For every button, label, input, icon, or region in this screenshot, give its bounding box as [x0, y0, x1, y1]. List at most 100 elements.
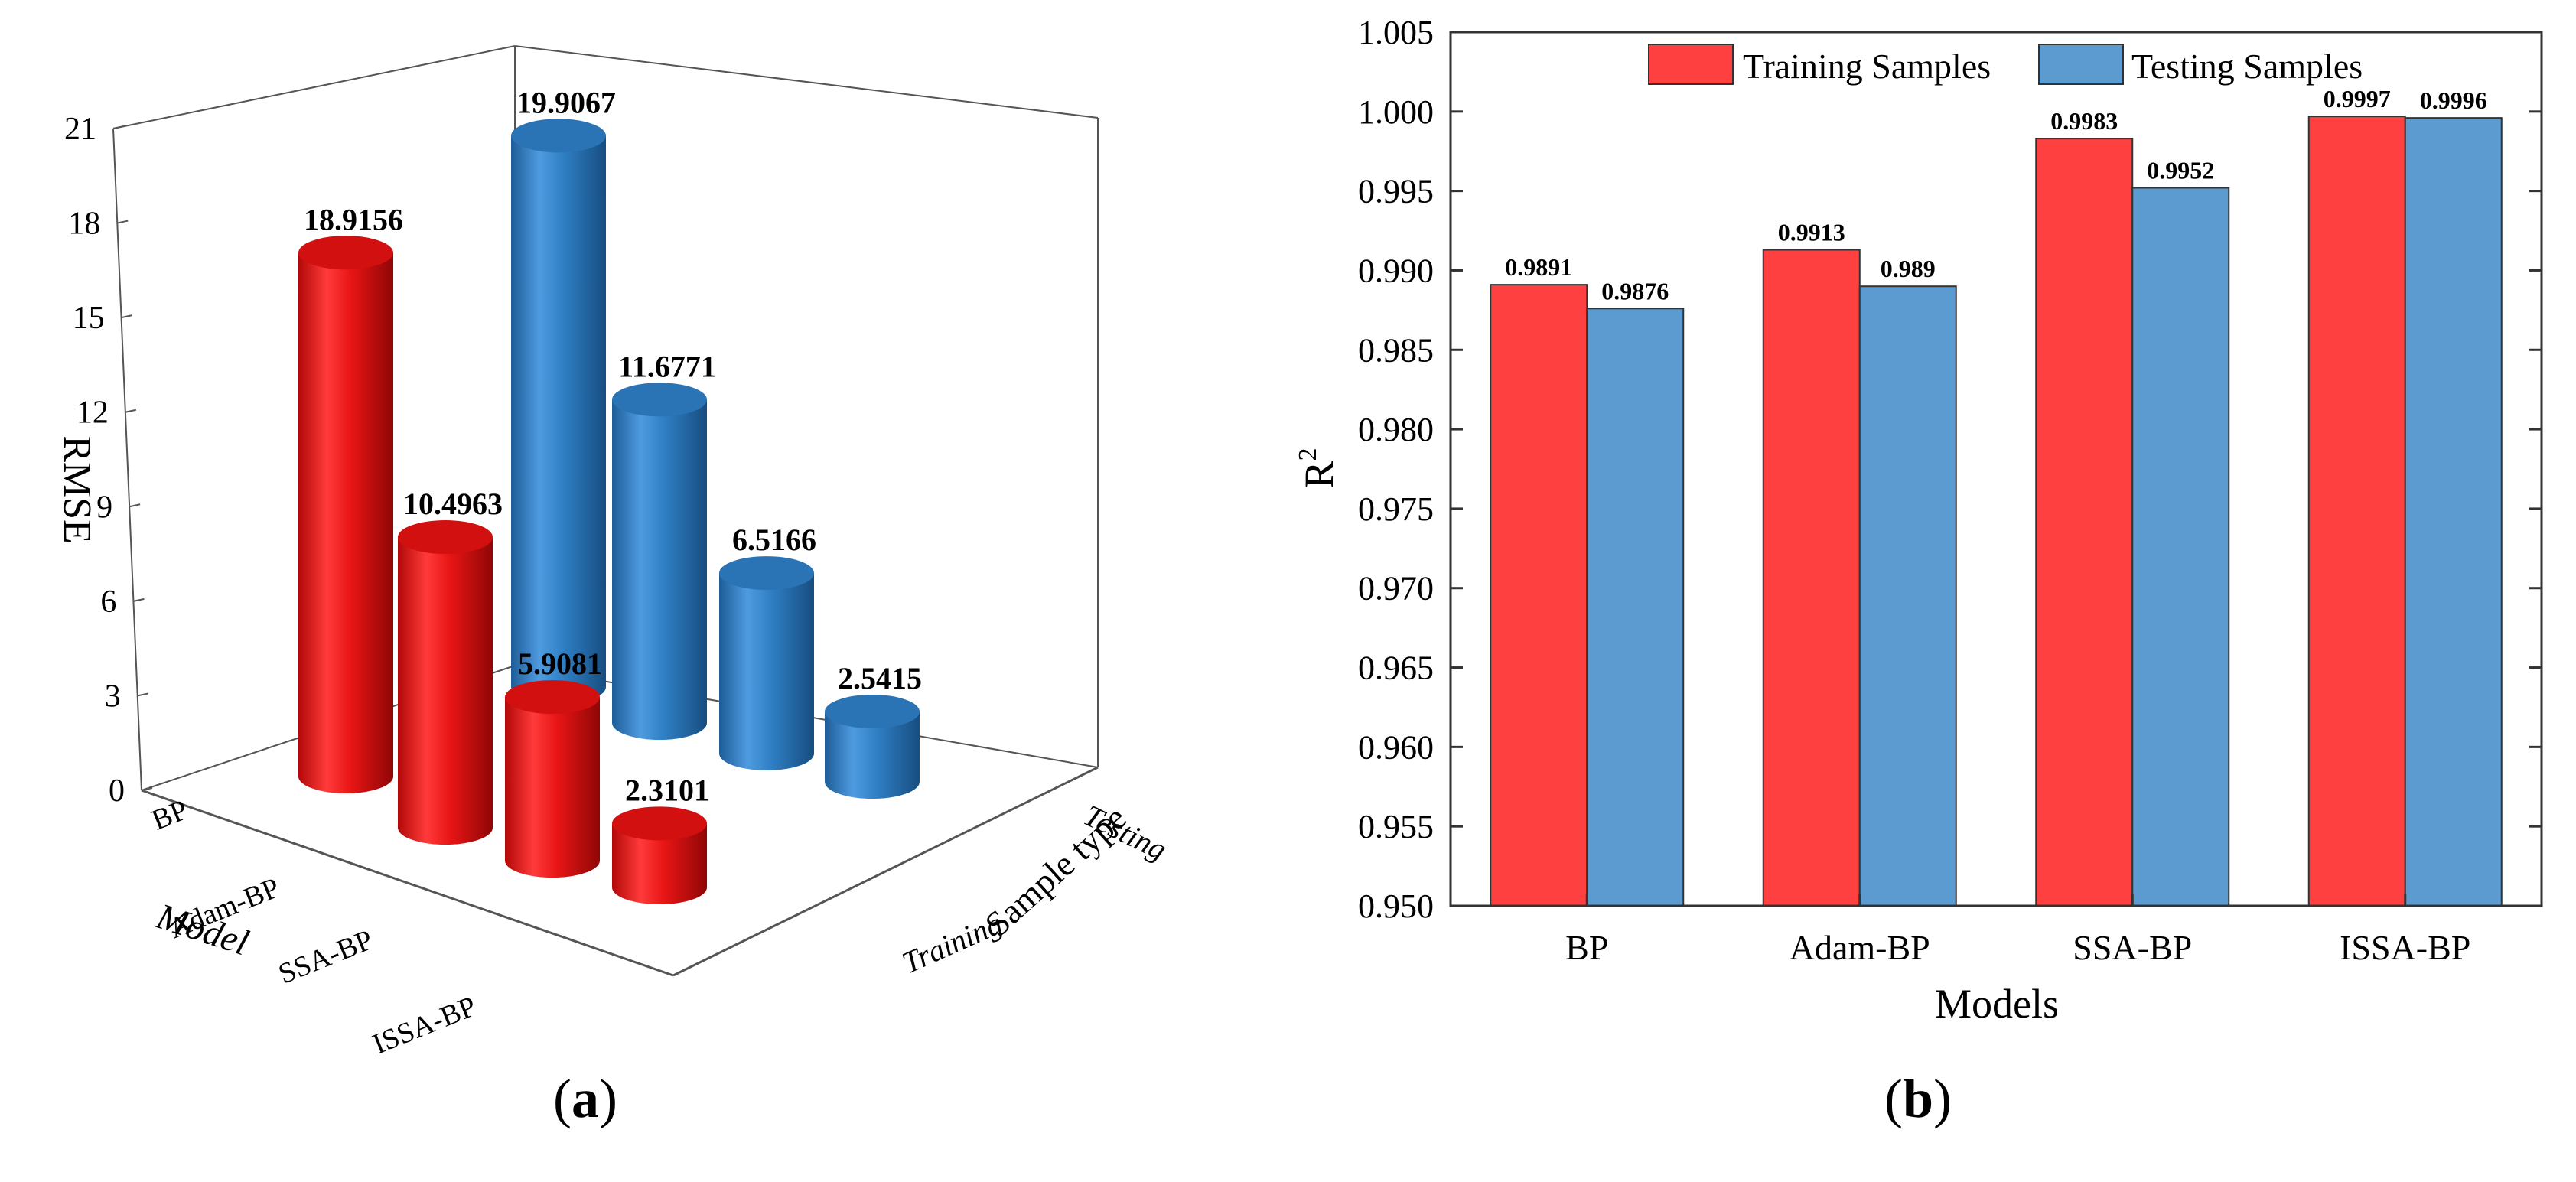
- r2-y-tick-label: 0.995: [1358, 173, 1434, 210]
- cylinder-body: [398, 537, 493, 845]
- r2-y-tick-label: 0.965: [1358, 650, 1434, 687]
- r2-bar-testing-bp: [1586, 308, 1685, 907]
- caption-a-letter: a: [571, 1068, 599, 1129]
- caption-a-close: ): [598, 1068, 617, 1129]
- rmse-cylinder-testing-ssa-bp: [719, 556, 814, 770]
- cylinder-body: [505, 697, 600, 878]
- cylinder-top: [612, 806, 707, 841]
- rmse-cylinder-training-bp: [298, 236, 393, 794]
- rmse-model-tick-label: BP: [148, 793, 193, 836]
- svg-text:R2: R2: [1294, 448, 1342, 488]
- r2-value-label: 0.9891: [1505, 253, 1572, 281]
- rmse-y-tick-label: 9: [96, 490, 112, 525]
- r2-bar-training-issa-bp: [2307, 116, 2406, 907]
- rmse-y-tick-mark: [129, 503, 141, 508]
- r2-value-label: 0.9876: [1601, 277, 1669, 304]
- cylinder-body: [825, 711, 920, 799]
- r2-y-ticks: 0.950 0.955 0.960 0.965 0.970 0.975 0.980 0.985…: [1358, 14, 2542, 925]
- cylinder-top: [298, 236, 393, 270]
- r2-y-tick-label: 0.985: [1358, 331, 1434, 369]
- rmse-value-label: 10.4963: [403, 487, 503, 521]
- r2-bar-training-adam-bp: [1762, 249, 1861, 907]
- r2-value-label: 0.9997: [2324, 85, 2391, 112]
- r2-y-tick-label: 1.005: [1358, 14, 1434, 51]
- rmse-model-tick-label: SSA-BP: [274, 923, 377, 990]
- r2-y-tick-label: 1.000: [1358, 93, 1434, 131]
- r2-value-label: 0.9913: [1778, 218, 1845, 246]
- r2-value-label: 0.9996: [2420, 86, 2487, 114]
- caption-b: (b): [1884, 1067, 1952, 1131]
- rmse-y-tick-label: 15: [73, 301, 105, 336]
- rmse-y-tick-labels: 0 3 6 9 12 15 18 21: [64, 112, 153, 809]
- r2-y-tick-label: 0.980: [1358, 411, 1434, 448]
- r2-y-tick-label: 0.970: [1358, 570, 1434, 607]
- cylinder-body: [298, 252, 393, 794]
- rmse-value-label: 11.6771: [618, 349, 716, 383]
- caption-b-open: (: [1884, 1068, 1903, 1129]
- r2-value-labels: 0.9891 0.9876 0.9913 0.989 0.9983 0.9952 0.999…: [1505, 85, 2487, 304]
- rmse-cylinder-testing-bp: [511, 119, 606, 705]
- rmse-y-tick-label: 12: [77, 396, 109, 431]
- rmse-cylinder-training-issa-bp: [612, 806, 707, 904]
- r2-bars: [1490, 116, 2503, 907]
- rmse-model-tick-label: ISSA-BP: [368, 990, 480, 1060]
- cylinder-top: [612, 383, 707, 417]
- rmse-y-tick-label: 18: [68, 207, 100, 242]
- r2-y-tick-label: 0.990: [1358, 252, 1434, 289]
- r2-x-tick-label: ISSA-BP: [2340, 928, 2470, 967]
- r2-x-tick-label: BP: [1565, 928, 1608, 967]
- rmse-value-label: 6.5166: [732, 523, 816, 557]
- cylinder-top: [505, 680, 600, 715]
- rmse-y-tick-mark: [141, 787, 153, 791]
- r2-plot-frame: [1449, 31, 2543, 907]
- rmse-y-tick-mark: [121, 314, 132, 319]
- rmse-y-axis-label: RMSE: [55, 435, 99, 544]
- rmse-value-labels: 19.9067 11.6771 6.5166 2.5415 18.9156 10.4963…: [304, 85, 922, 807]
- cylinder-body: [612, 823, 707, 904]
- legend-swatch-testing: [2038, 44, 2124, 85]
- rmse-y-tick-label: 0: [109, 773, 125, 809]
- caption-a-open: (: [553, 1068, 572, 1129]
- rmse-cylinder-testing-issa-bp: [825, 694, 920, 799]
- r2-value-label: 0.9952: [2147, 156, 2214, 184]
- r2-x-tick-label: Adam-BP: [1790, 928, 1930, 967]
- legend-label-testing: Testing Samples: [2131, 47, 2363, 86]
- r2-bar-training-ssa-bp: [2035, 138, 2134, 907]
- rmse-y-tick-mark: [117, 220, 129, 224]
- rmse-cylinder-testing-adam-bp: [612, 383, 707, 740]
- rmse-y-tick-mark: [133, 598, 145, 602]
- r2-y-axis-label: R2: [1294, 448, 1342, 488]
- r2-bar-chart: 0.950 0.955 0.960 0.965 0.970 0.975 0.980 0.985…: [1294, 14, 2543, 1027]
- cylinder-top: [511, 119, 606, 153]
- r2-y-tick-label: 0.955: [1358, 808, 1434, 845]
- rmse-y-tick-mark: [125, 409, 137, 413]
- rmse-y-tick-label: 3: [105, 679, 121, 714]
- caption-b-close: ): [1933, 1068, 1952, 1129]
- r2-bar-training-bp: [1490, 284, 1588, 907]
- r2-bar-testing-ssa-bp: [2131, 187, 2230, 907]
- rmse-y-tick-mark: [137, 692, 148, 697]
- legend-label-training: Training Samples: [1743, 47, 1991, 86]
- rmse-value-label: 2.3101: [625, 773, 709, 807]
- rmse-y-tick-mark: [112, 125, 125, 129]
- r2-x-tick-label: SSA-BP: [2073, 928, 2192, 967]
- r2-y-tick-label: 0.975: [1358, 490, 1434, 528]
- r2-y-tick-label: 0.960: [1358, 728, 1434, 766]
- rmse-sample-type-axis-label: Sample type: [978, 798, 1134, 944]
- cylinder-top: [719, 556, 814, 591]
- rmse-y-tick-label: 6: [100, 584, 116, 620]
- rmse-value-label: 18.9156: [304, 202, 403, 236]
- caption-a: (a): [553, 1067, 617, 1131]
- r2-bar-testing-issa-bp: [2404, 117, 2503, 907]
- r2-y-axis-label-base: R: [1296, 461, 1342, 488]
- rmse-cylinder-training-adam-bp: [398, 520, 493, 845]
- rmse-cylinders: [298, 119, 920, 904]
- rmse-value-label: 5.9081: [518, 646, 602, 681]
- rmse-value-label: 2.5415: [838, 661, 922, 695]
- r2-value-label: 0.989: [1881, 255, 1936, 282]
- r2-y-axis-label-sup: 2: [1294, 448, 1322, 461]
- r2-x-axis-label: Models: [1935, 981, 2059, 1027]
- r2-bar-testing-adam-bp: [1858, 285, 1957, 907]
- rmse-cylinder-training-ssa-bp: [505, 680, 600, 878]
